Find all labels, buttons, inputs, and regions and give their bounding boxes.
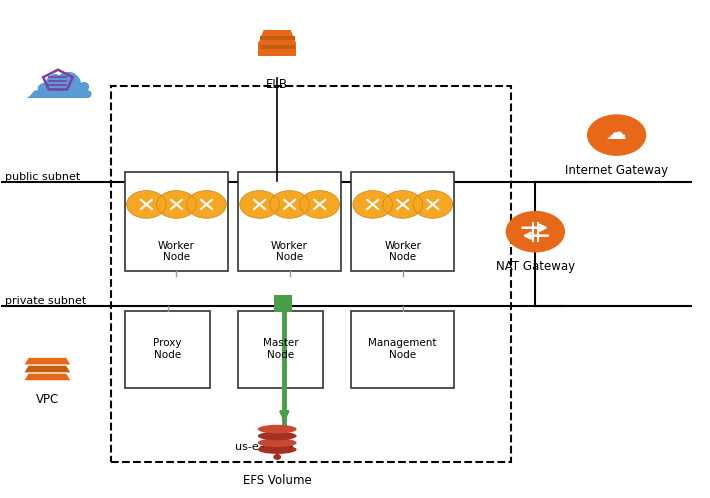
Text: ☁: ☁ — [22, 44, 94, 113]
Circle shape — [506, 211, 565, 252]
Polygon shape — [260, 45, 295, 49]
Bar — [125, 311, 210, 387]
Text: Worker
Node: Worker Node — [384, 241, 421, 262]
Text: Internet Gateway: Internet Gateway — [565, 164, 668, 177]
Circle shape — [274, 455, 280, 459]
Text: Management
Node: Management Node — [368, 339, 437, 360]
Bar — [351, 311, 454, 387]
Circle shape — [126, 191, 166, 218]
Ellipse shape — [258, 438, 297, 447]
Circle shape — [383, 191, 422, 218]
Bar — [351, 172, 454, 271]
Bar — [274, 295, 292, 312]
Circle shape — [353, 191, 393, 218]
Circle shape — [587, 115, 646, 156]
Text: Proxy
Node: Proxy Node — [153, 339, 182, 360]
Bar — [239, 172, 341, 271]
Text: Worker
Node: Worker Node — [271, 241, 308, 262]
Bar — [125, 172, 228, 271]
Polygon shape — [258, 42, 296, 56]
Bar — [111, 86, 510, 462]
Text: ☁: ☁ — [606, 123, 627, 143]
Polygon shape — [260, 36, 295, 40]
Circle shape — [157, 191, 196, 218]
Text: public subnet: public subnet — [5, 172, 80, 182]
Text: Worker
Node: Worker Node — [158, 241, 195, 262]
Bar — [239, 311, 323, 387]
Text: VPC: VPC — [36, 392, 59, 405]
Polygon shape — [258, 30, 296, 43]
Text: private subnet: private subnet — [5, 296, 86, 306]
Text: Master
Node: Master Node — [263, 339, 298, 360]
Text: NAT Gateway: NAT Gateway — [496, 260, 575, 273]
Circle shape — [413, 191, 452, 218]
Circle shape — [24, 57, 92, 105]
Text: us-east-2a: us-east-2a — [235, 442, 293, 452]
Polygon shape — [25, 358, 70, 365]
Circle shape — [300, 191, 339, 218]
Circle shape — [187, 191, 226, 218]
Text: EFS Volume: EFS Volume — [243, 474, 312, 488]
Circle shape — [240, 191, 279, 218]
Ellipse shape — [258, 445, 297, 454]
Ellipse shape — [258, 425, 297, 433]
Circle shape — [270, 191, 310, 218]
Polygon shape — [25, 366, 70, 373]
Polygon shape — [25, 374, 70, 380]
Text: ELB: ELB — [266, 78, 288, 91]
Ellipse shape — [258, 432, 297, 440]
